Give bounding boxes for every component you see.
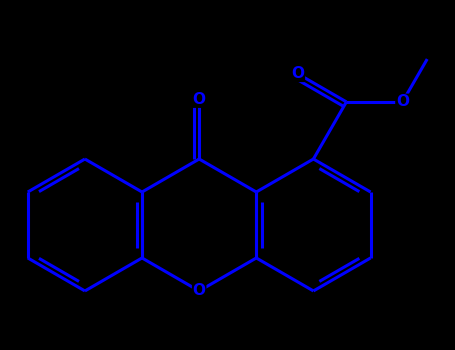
Text: O: O: [192, 92, 206, 107]
Text: O: O: [192, 284, 206, 299]
Text: O: O: [396, 94, 409, 110]
Text: O: O: [291, 66, 304, 81]
